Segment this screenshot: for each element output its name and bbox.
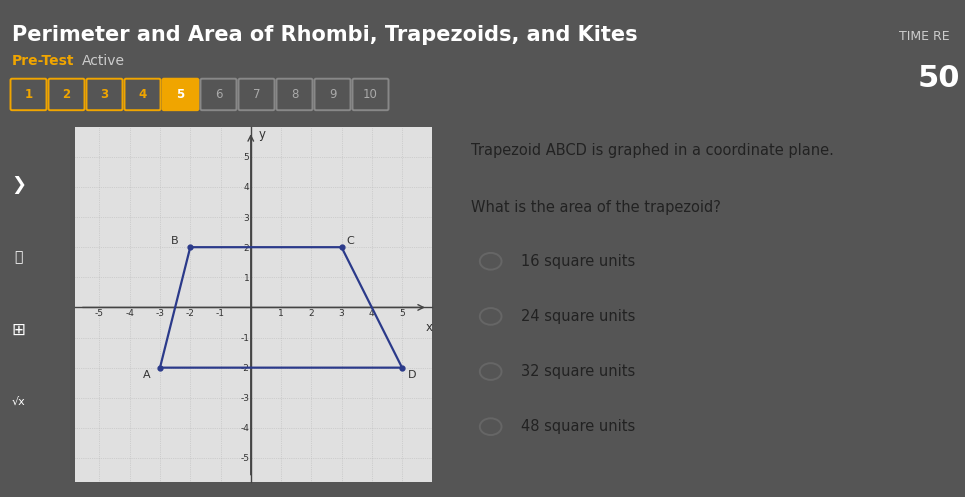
Text: 4: 4 bbox=[138, 88, 147, 101]
Text: 5: 5 bbox=[177, 88, 184, 101]
Text: What is the area of the trapezoid?: What is the area of the trapezoid? bbox=[471, 200, 721, 215]
Text: Active: Active bbox=[82, 54, 125, 68]
Text: ⊞: ⊞ bbox=[12, 321, 25, 339]
Text: B: B bbox=[171, 236, 179, 246]
Text: y: y bbox=[259, 128, 265, 141]
Text: 48 square units: 48 square units bbox=[521, 419, 636, 434]
Text: 9: 9 bbox=[329, 88, 336, 101]
Text: 8: 8 bbox=[290, 88, 298, 101]
Text: 1: 1 bbox=[24, 88, 33, 101]
Text: 16 square units: 16 square units bbox=[521, 254, 636, 269]
Text: √x: √x bbox=[12, 397, 25, 407]
Text: 32 square units: 32 square units bbox=[521, 364, 636, 379]
Text: D: D bbox=[408, 370, 417, 380]
Text: Perimeter and Area of Rhombi, Trapezoids, and Kites: Perimeter and Area of Rhombi, Trapezoids… bbox=[12, 25, 638, 45]
Text: A: A bbox=[144, 370, 151, 380]
Text: 2: 2 bbox=[63, 88, 70, 101]
Text: 50: 50 bbox=[918, 64, 960, 93]
Text: 6: 6 bbox=[215, 88, 222, 101]
Text: Pre-Test: Pre-Test bbox=[12, 54, 74, 68]
Text: 7: 7 bbox=[253, 88, 261, 101]
Text: 10: 10 bbox=[363, 88, 378, 101]
Text: 24 square units: 24 square units bbox=[521, 309, 636, 324]
Text: x: x bbox=[426, 321, 432, 334]
Text: 🔔: 🔔 bbox=[14, 250, 22, 264]
Text: 3: 3 bbox=[100, 88, 108, 101]
FancyBboxPatch shape bbox=[162, 79, 199, 110]
Text: ❯: ❯ bbox=[11, 176, 26, 194]
Text: TIME RE: TIME RE bbox=[899, 30, 950, 43]
Text: C: C bbox=[346, 236, 354, 246]
Text: Trapezoid ABCD is graphed in a coordinate plane.: Trapezoid ABCD is graphed in a coordinat… bbox=[471, 144, 834, 159]
